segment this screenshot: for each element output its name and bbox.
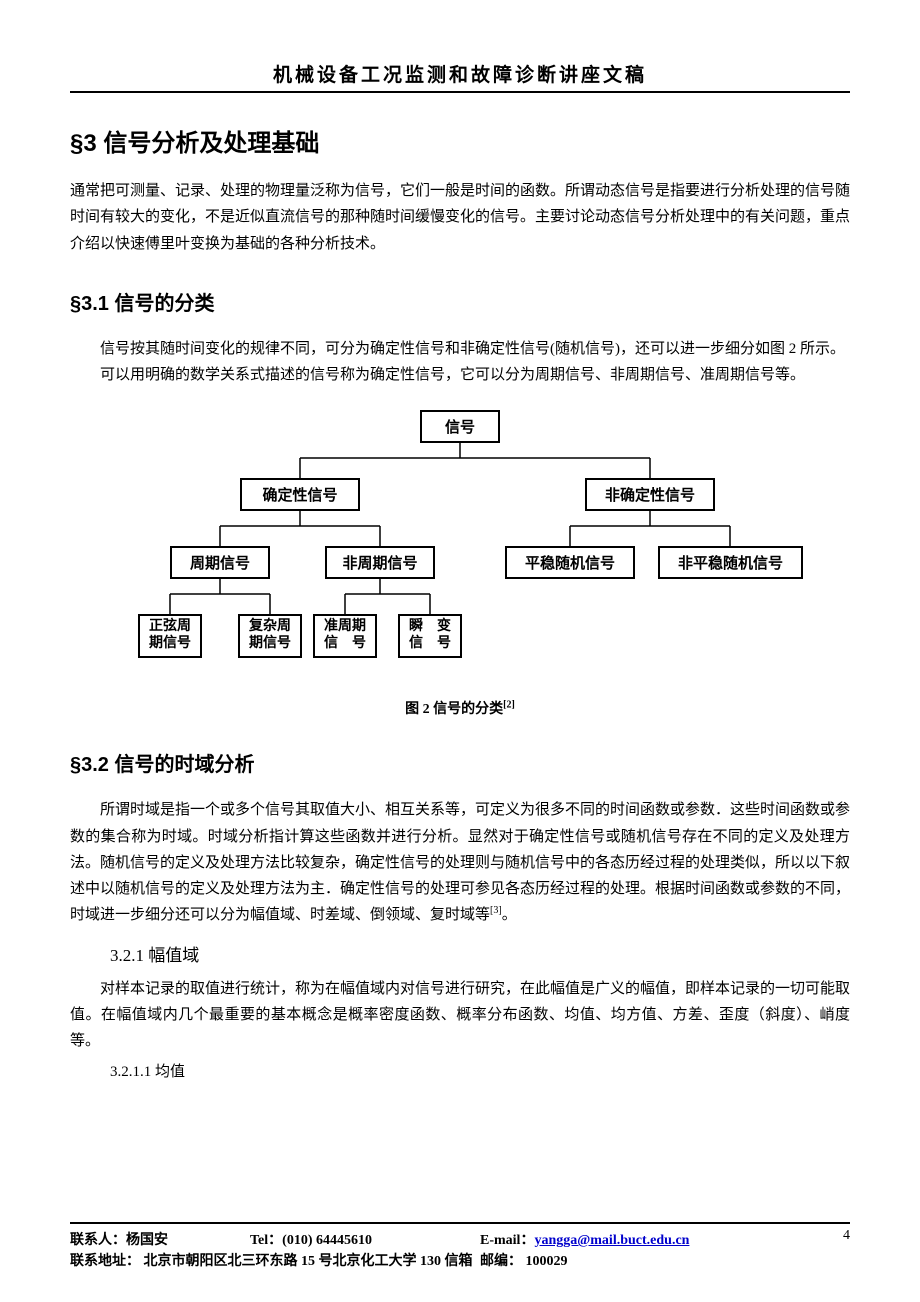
footer-rule <box>70 1222 850 1224</box>
running-header: 机械设备工况监测和故障诊断讲座文稿 <box>70 60 850 87</box>
s31-para-2: 可以用明确的数学关系式描述的信号称为确定性信号，它可以分为周期信号、非周期信号、… <box>70 362 850 388</box>
intro-paragraph: 通常把可测量、记录、处理的物理量泛称为信号，它们一般是时间的函数。所谓动态信号是… <box>70 178 850 257</box>
tree-node-nonperiodic: 非周期信号 <box>325 546 435 579</box>
tree-node-root: 信号 <box>420 410 500 443</box>
page-number: 4 <box>843 1228 850 1244</box>
email-link[interactable]: yangga@mail.buct.edu.cn <box>534 1233 689 1248</box>
footer-row-1: 联系人：杨国安 Tel：(010) 64445610 E-mail：yangga… <box>70 1230 850 1251</box>
section-3-heading: §3 信号分析及处理基础 <box>70 123 850 158</box>
footer-row-2: 联系地址： 北京市朝阳区北三环东路 15 号北京化工大学 130 信箱 邮编： … <box>70 1251 850 1272</box>
section-3-2-1-1-heading: 3.2.1.1 均值 <box>110 1060 850 1081</box>
page: 机械设备工况监测和故障诊断讲座文稿 §3 信号分析及处理基础 通常把可测量、记录… <box>0 0 920 1302</box>
page-footer: 4 联系人：杨国安 Tel：(010) 64445610 E-mail：yang… <box>70 1222 850 1272</box>
tree-node-quasi-periodic: 准周期信 号 <box>313 614 377 658</box>
s31-para-1: 信号按其随时间变化的规律不同，可分为确定性信号和非确定性信号(随机信号)，还可以… <box>70 336 850 362</box>
tree-node-sinusoidal-periodic: 正弦周期信号 <box>138 614 202 658</box>
figure-2-container: 信号 确定性信号 非确定性信号 周期信号 非周期信号 平稳随机信号 非平稳随机信… <box>70 408 850 688</box>
section-3-2-1-heading: 3.2.1 幅值域 <box>110 941 850 966</box>
tree-node-nondeterministic: 非确定性信号 <box>585 478 715 511</box>
s321-para: 对样本记录的取值进行统计，称为在幅值域内对信号进行研究，在此幅值是广义的幅值，即… <box>70 976 850 1055</box>
header-rule <box>70 91 850 93</box>
figure-2-caption: 图 2 信号的分类[2] <box>70 698 850 718</box>
tree-node-nonstationary-random: 非平稳随机信号 <box>658 546 803 579</box>
section-3-2-heading: §3.2 信号的时域分析 <box>70 748 850 777</box>
tree-node-complex-periodic: 复杂周期信号 <box>238 614 302 658</box>
tree-node-periodic: 周期信号 <box>170 546 270 579</box>
tree-node-stationary-random: 平稳随机信号 <box>505 546 635 579</box>
signal-classification-tree: 信号 确定性信号 非确定性信号 周期信号 非周期信号 平稳随机信号 非平稳随机信… <box>110 408 810 688</box>
tree-node-deterministic: 确定性信号 <box>240 478 360 511</box>
section-3-1-heading: §3.1 信号的分类 <box>70 287 850 316</box>
tree-node-transient: 瞬 变信 号 <box>398 614 462 658</box>
s32-para-1: 所谓时域是指一个或多个信号其取值大小、相互关系等，可定义为很多不同的时间函数或参… <box>70 797 850 928</box>
